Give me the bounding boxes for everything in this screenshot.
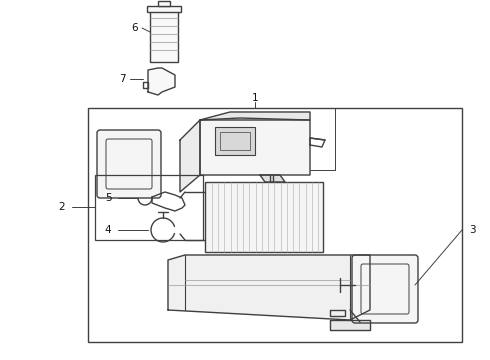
Polygon shape [330, 320, 370, 330]
Polygon shape [200, 118, 310, 175]
Bar [95, 175, 203, 240]
Bar [220, 132, 250, 150]
Polygon shape [200, 112, 310, 120]
Bar [88, 108, 462, 342]
Polygon shape [148, 68, 175, 95]
Polygon shape [260, 175, 285, 182]
Bar [158, 1, 170, 6]
Text: 2: 2 [59, 202, 65, 212]
Text: 4: 4 [105, 225, 111, 235]
Bar [147, 6, 181, 12]
Text: 5: 5 [105, 193, 111, 203]
Text: 1: 1 [252, 93, 258, 103]
Text: 7: 7 [119, 74, 125, 84]
FancyBboxPatch shape [97, 130, 161, 198]
Bar [215, 127, 255, 155]
Text: 6: 6 [132, 23, 138, 33]
Bar [205, 182, 323, 252]
Polygon shape [180, 120, 200, 192]
FancyBboxPatch shape [352, 255, 418, 323]
Bar [150, 10, 178, 62]
Polygon shape [168, 255, 370, 320]
Text: 3: 3 [469, 225, 475, 235]
